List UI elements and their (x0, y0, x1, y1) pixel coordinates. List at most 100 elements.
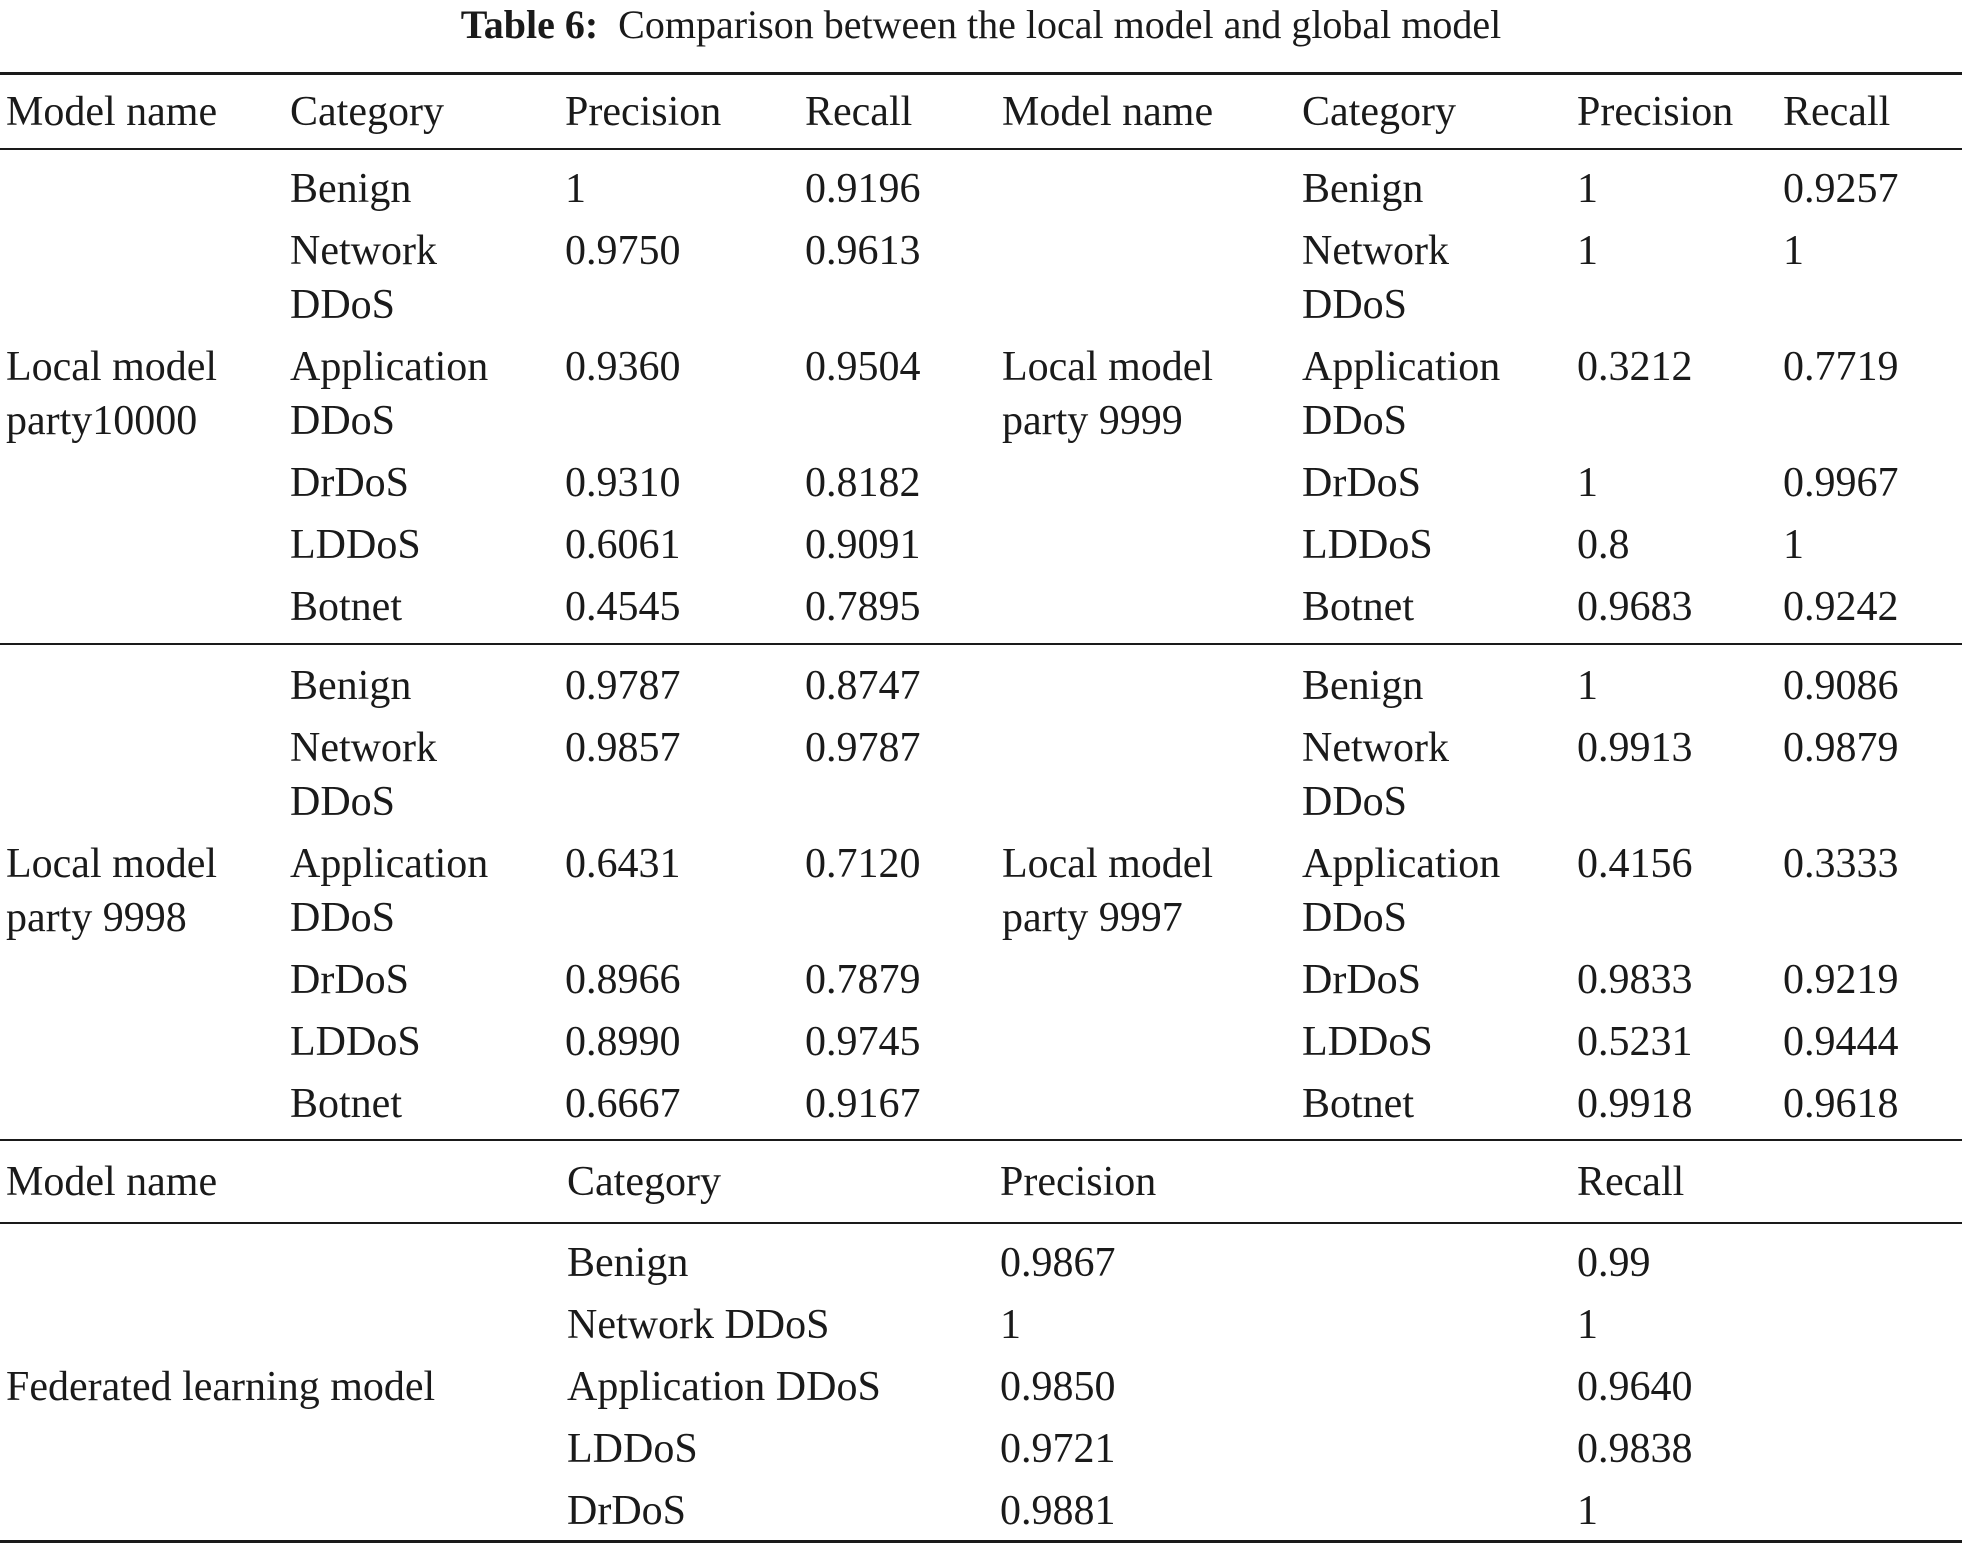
caption-label: Table 6: (460, 2, 599, 47)
precision-cell: 0.8 (1577, 522, 1630, 568)
category-cell: DDoS (1302, 398, 1408, 444)
recall-cell: 0.9967 (1783, 460, 1899, 506)
category-cell: Network (1302, 725, 1449, 771)
category-cell: Botnet (1302, 1081, 1414, 1127)
recall-cell: 0.9640 (1577, 1364, 1693, 1410)
precision-cell: 0.5231 (1577, 1019, 1693, 1065)
recall-cell: 0.8182 (805, 460, 921, 506)
category-cell: LDDoS (290, 522, 421, 568)
precision-cell: 0.9360 (565, 344, 681, 390)
column-header: Precision (1000, 1159, 1157, 1205)
category-cell: Botnet (1302, 584, 1414, 630)
category-cell: Application (1302, 344, 1501, 390)
category-cell: DDoS (1302, 779, 1408, 825)
recall-cell: 0.9219 (1783, 957, 1899, 1003)
recall-cell: 0.9257 (1783, 166, 1899, 212)
column-header: Precision (565, 89, 722, 135)
category-cell: Benign (290, 663, 412, 709)
category-cell: LDDoS (290, 1019, 421, 1065)
model-name-cell: party 9998 (6, 895, 187, 941)
block-rule (0, 1139, 1962, 1141)
column-header: Model name (6, 1159, 218, 1205)
model-name-cell: Local model (6, 344, 218, 390)
precision-cell: 1 (1577, 166, 1598, 212)
category-cell: Network (290, 725, 437, 771)
model-name-cell: Local model (6, 841, 218, 887)
category-cell: Network (290, 228, 437, 274)
recall-cell: 0.9879 (1783, 725, 1899, 771)
recall-cell: 0.7120 (805, 841, 921, 887)
column-header: Category (1302, 89, 1456, 135)
model-name-cell: Federated learning model (6, 1364, 436, 1410)
category-cell: Network (1302, 228, 1449, 274)
category-cell: LDDoS (567, 1426, 698, 1472)
category-cell: DrDoS (290, 957, 410, 1003)
column-header: Recall (1577, 1159, 1685, 1205)
column-header: Category (567, 1159, 721, 1205)
precision-cell: 0.9857 (565, 725, 681, 771)
recall-cell: 0.9838 (1577, 1426, 1693, 1472)
recall-cell: 0.9086 (1783, 663, 1899, 709)
category-cell: DrDoS (290, 460, 410, 506)
model-name-cell: party 9997 (1002, 895, 1183, 941)
precision-cell: 0.9913 (1577, 725, 1693, 771)
recall-cell: 0.3333 (1783, 841, 1899, 887)
category-cell: DDoS (1302, 282, 1408, 328)
recall-cell: 0.9618 (1783, 1081, 1899, 1127)
precision-cell: 0.3212 (1577, 344, 1693, 390)
model-name-cell: party10000 (6, 398, 198, 444)
model-name-cell: Local model (1002, 841, 1214, 887)
category-cell: DDoS (290, 282, 396, 328)
category-cell: Benign (1302, 663, 1424, 709)
recall-cell: 0.8747 (805, 663, 921, 709)
precision-cell: 0.9721 (1000, 1426, 1116, 1472)
category-cell: Botnet (290, 584, 402, 630)
column-header: Recall (1783, 89, 1891, 135)
precision-cell: 1 (565, 166, 586, 212)
precision-cell: 0.8990 (565, 1019, 681, 1065)
header-rule (0, 148, 1962, 150)
recall-cell: 0.9091 (805, 522, 921, 568)
recall-cell: 0.7719 (1783, 344, 1899, 390)
precision-cell: 0.9787 (565, 663, 681, 709)
recall-cell: 0.9745 (805, 1019, 921, 1065)
precision-cell: 0.9867 (1000, 1240, 1116, 1286)
category-cell: DDoS (290, 398, 396, 444)
global-header-rule (0, 1222, 1962, 1224)
caption-text: Comparison between the local model and g… (618, 2, 1502, 47)
precision-cell: 0.6061 (565, 522, 681, 568)
bottom-rule (0, 1540, 1962, 1543)
category-cell: Benign (290, 166, 412, 212)
precision-cell: 0.9918 (1577, 1081, 1693, 1127)
precision-cell: 1 (1577, 228, 1598, 274)
category-cell: DrDoS (1302, 460, 1422, 506)
precision-cell: 0.6431 (565, 841, 681, 887)
category-cell: Network DDoS (567, 1302, 830, 1348)
precision-cell: 0.8966 (565, 957, 681, 1003)
recall-cell: 0.9504 (805, 344, 921, 390)
recall-cell: 0.9613 (805, 228, 921, 274)
recall-cell: 0.99 (1577, 1240, 1651, 1286)
category-cell: DrDoS (1302, 957, 1422, 1003)
top-rule (0, 72, 1962, 75)
recall-cell: 0.9196 (805, 166, 921, 212)
precision-cell: 0.9833 (1577, 957, 1693, 1003)
column-header: Model name (1002, 89, 1214, 135)
recall-cell: 0.9242 (1783, 584, 1899, 630)
precision-cell: 0.9683 (1577, 584, 1693, 630)
block-rule (0, 643, 1962, 645)
category-cell: Application DDoS (567, 1364, 881, 1410)
recall-cell: 1 (1783, 228, 1804, 274)
category-cell: DDoS (290, 779, 396, 825)
precision-cell: 0.9750 (565, 228, 681, 274)
precision-cell: 1 (1577, 663, 1598, 709)
column-header: Model name (6, 89, 218, 135)
category-cell: LDDoS (1302, 522, 1433, 568)
model-name-cell: party 9999 (1002, 398, 1183, 444)
category-cell: Application (290, 841, 489, 887)
column-header: Recall (805, 89, 913, 135)
table-caption: Table 6: Comparison between the local mo… (0, 0, 1962, 50)
precision-cell: 0.9850 (1000, 1364, 1116, 1410)
column-header: Category (290, 89, 444, 135)
model-name-cell: Local model (1002, 344, 1214, 390)
